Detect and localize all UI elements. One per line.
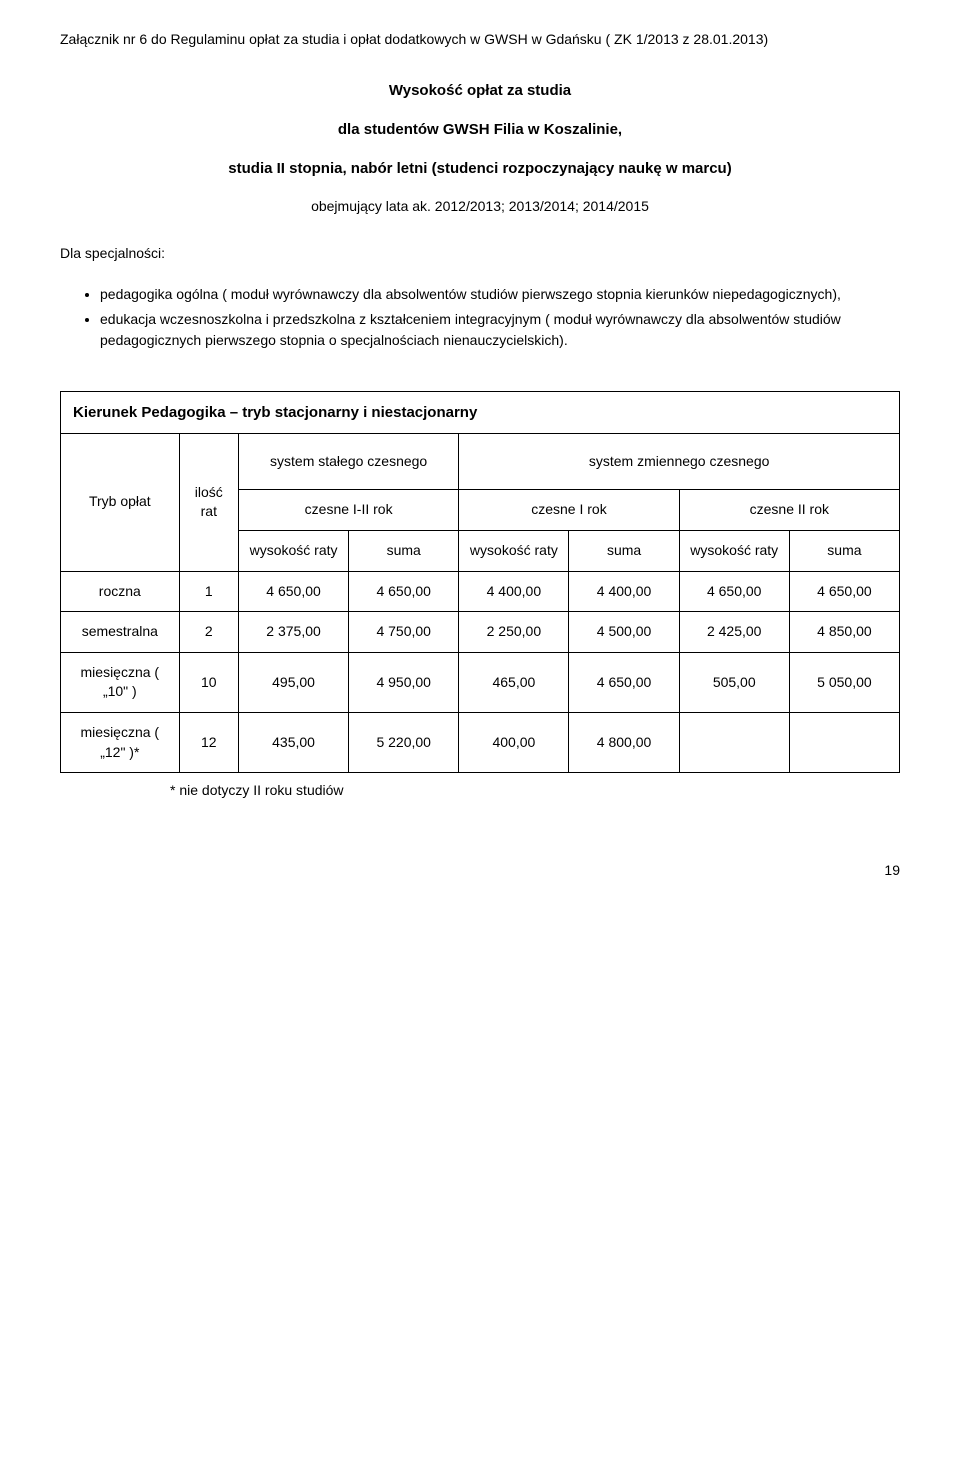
cell-ilosc: 12 xyxy=(179,712,238,772)
col-wys: wysokość raty xyxy=(238,530,348,571)
cell-value xyxy=(679,712,789,772)
title-line-2: dla studentów GWSH Filia w Koszalinie, xyxy=(60,119,900,140)
cell-value: 4 650,00 xyxy=(679,571,789,612)
cell-value: 400,00 xyxy=(459,712,569,772)
title-line-3: studia II stopnia, nabór letni (studenci… xyxy=(60,158,900,179)
cell-value: 5 050,00 xyxy=(789,652,899,712)
col-tryb: Tryb opłat xyxy=(61,433,180,571)
col-czesne-1-2: czesne I-II rok xyxy=(238,490,458,531)
col-system-stale: system stałego czesnego xyxy=(238,433,458,490)
col-wys: wysokość raty xyxy=(679,530,789,571)
table-row: roczna 1 4 650,00 4 650,00 4 400,00 4 40… xyxy=(61,571,900,612)
attachment-header: Załącznik nr 6 do Regulaminu opłat za st… xyxy=(60,30,900,50)
cell-value: 4 950,00 xyxy=(349,652,459,712)
col-suma: suma xyxy=(789,530,899,571)
cell-tryb: semestralna xyxy=(61,612,180,653)
cell-value: 465,00 xyxy=(459,652,569,712)
col-ilosc: ilość rat xyxy=(179,433,238,571)
col-suma: suma xyxy=(349,530,459,571)
cell-value: 495,00 xyxy=(238,652,348,712)
cell-value: 4 400,00 xyxy=(569,571,679,612)
cell-value: 4 400,00 xyxy=(459,571,569,612)
cell-ilosc: 2 xyxy=(179,612,238,653)
table-footnote: * nie dotyczy II roku studiów xyxy=(170,781,900,801)
cell-value: 2 250,00 xyxy=(459,612,569,653)
cell-value: 5 220,00 xyxy=(349,712,459,772)
cell-value: 4 650,00 xyxy=(569,652,679,712)
cell-value: 4 650,00 xyxy=(349,571,459,612)
table-row: semestralna 2 2 375,00 4 750,00 2 250,00… xyxy=(61,612,900,653)
title-block: Wysokość opłat za studia dla studentów G… xyxy=(60,80,900,217)
col-suma: suma xyxy=(569,530,679,571)
cell-value: 4 800,00 xyxy=(569,712,679,772)
spec-label: Dla specjalności: xyxy=(60,244,900,264)
table-row: miesięczna ( „10" ) 10 495,00 4 950,00 4… xyxy=(61,652,900,712)
cell-value: 4 650,00 xyxy=(238,571,348,612)
cell-tryb: miesięczna ( „10" ) xyxy=(61,652,180,712)
cell-ilosc: 1 xyxy=(179,571,238,612)
spec-item: edukacja wczesnoszkolna i przedszkolna z… xyxy=(100,309,900,351)
cell-value: 505,00 xyxy=(679,652,789,712)
cell-value: 4 500,00 xyxy=(569,612,679,653)
cell-value: 2 425,00 xyxy=(679,612,789,653)
spec-item: pedagogika ogólna ( moduł wyrównawczy dl… xyxy=(100,284,900,305)
cell-value xyxy=(789,712,899,772)
cell-value: 2 375,00 xyxy=(238,612,348,653)
fees-table: Tryb opłat ilość rat system stałego czes… xyxy=(60,433,900,773)
cell-ilosc: 10 xyxy=(179,652,238,712)
cell-tryb: roczna xyxy=(61,571,180,612)
col-czesne-2: czesne II rok xyxy=(679,490,899,531)
table-title: Kierunek Pedagogika – tryb stacjonarny i… xyxy=(60,391,900,433)
table-row: miesięczna ( „12" )* 12 435,00 5 220,00 … xyxy=(61,712,900,772)
cell-value: 4 850,00 xyxy=(789,612,899,653)
cell-value: 435,00 xyxy=(238,712,348,772)
col-czesne-1: czesne I rok xyxy=(459,490,679,531)
cell-tryb: miesięczna ( „12" )* xyxy=(61,712,180,772)
col-wys: wysokość raty xyxy=(459,530,569,571)
title-line-1: Wysokość opłat za studia xyxy=(60,80,900,101)
cell-value: 4 650,00 xyxy=(789,571,899,612)
cell-value: 4 750,00 xyxy=(349,612,459,653)
col-system-zmienne: system zmiennego czesnego xyxy=(459,433,900,490)
spec-list: pedagogika ogólna ( moduł wyrównawczy dl… xyxy=(100,284,900,351)
title-line-4: obejmujący lata ak. 2012/2013; 2013/2014… xyxy=(60,197,900,217)
page-number: 19 xyxy=(60,861,900,881)
